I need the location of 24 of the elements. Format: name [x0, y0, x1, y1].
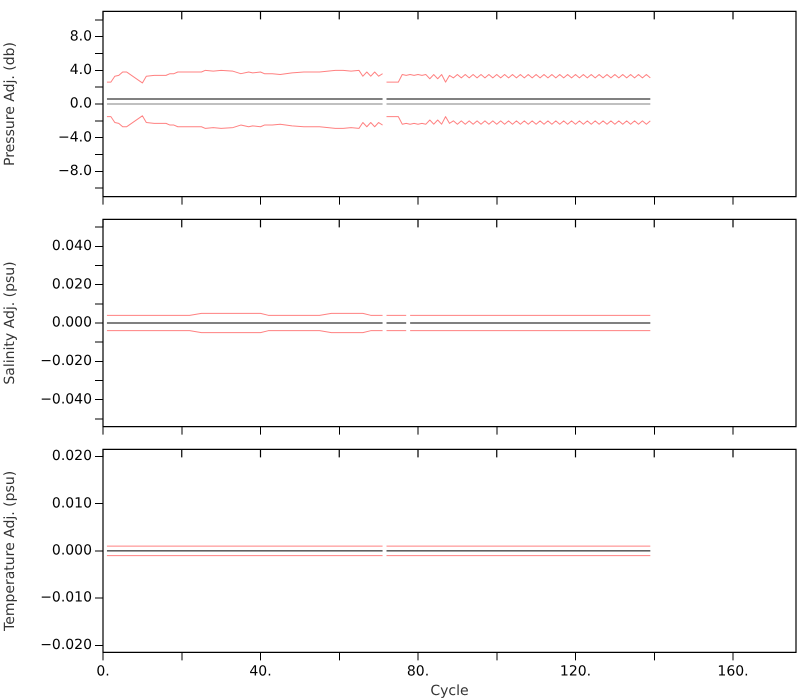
y-tick-label: −0.020: [40, 353, 92, 370]
y-tick-label: 0.020: [52, 448, 92, 464]
x-tick-label: 0.: [96, 663, 110, 680]
y-tick-label: 0.0: [70, 96, 92, 112]
y-tick-label: 0.040: [52, 238, 92, 254]
y-tick-label: −0.010: [40, 590, 92, 606]
y-tick-label: 8.0: [70, 28, 92, 44]
y-tick-label: 0.000: [52, 314, 92, 331]
y-tick-label: 0.000: [52, 542, 92, 559]
x-tick-label: 80.: [406, 663, 430, 680]
y-axis-title: Salinity Adj. (psu): [2, 261, 18, 385]
y-tick-label: 0.020: [52, 276, 92, 292]
y-axis-title: Pressure Adj. (db): [2, 42, 18, 166]
y-axis-title: Temperature Adj. (psu): [2, 470, 18, 632]
y-tick-label: 4.0: [70, 62, 92, 78]
y-tick-label: −8.0: [58, 162, 92, 179]
y-tick-label: −0.020: [40, 636, 92, 653]
y-tick-label: −4.0: [58, 129, 92, 146]
x-tick-label: 40.: [249, 663, 272, 680]
x-tick-label: 160.: [717, 663, 749, 680]
x-tick-label: 120.: [560, 663, 592, 680]
y-tick-label: −0.040: [40, 391, 92, 408]
y-tick-label: 0.010: [52, 495, 92, 512]
x-axis-title: Cycle: [430, 683, 469, 700]
